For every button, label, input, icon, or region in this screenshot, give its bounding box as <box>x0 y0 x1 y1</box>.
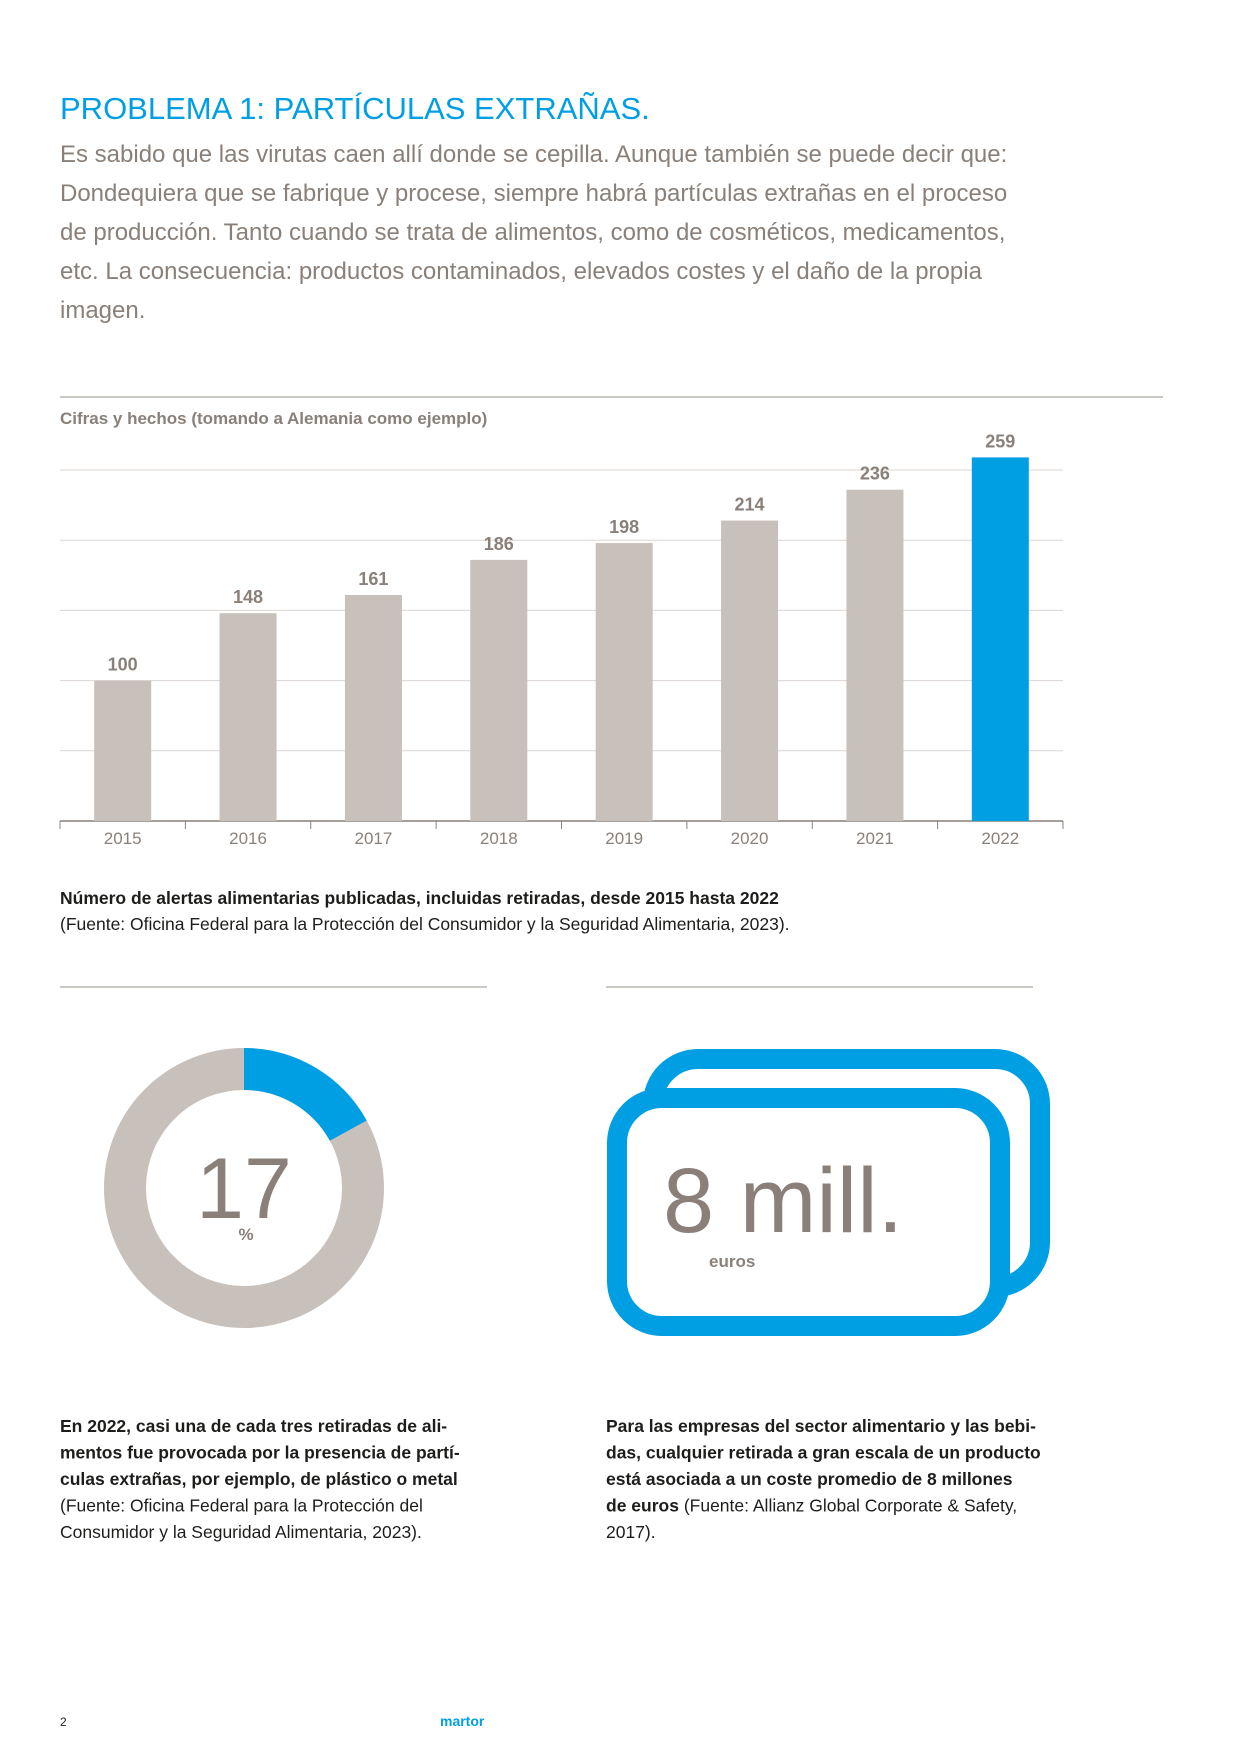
donut-segment <box>243 1048 367 1142</box>
caption-line: mentos fue provocada por la presencia de… <box>60 1443 460 1463</box>
x-tick-label: 2016 <box>229 829 267 848</box>
donut-value: 17 <box>196 1141 292 1237</box>
caption-normal: 2017). <box>606 1522 656 1542</box>
chart-title: Cifras y hechos (tomando a Alemania como… <box>60 409 487 428</box>
caption-line: 2017). <box>606 1522 656 1542</box>
x-tick-label: 2018 <box>480 829 518 848</box>
bar <box>470 559 528 821</box>
bar <box>344 594 402 821</box>
bar <box>219 613 277 821</box>
brand: martor <box>440 1713 485 1729</box>
x-tick-label: 2019 <box>605 829 643 848</box>
card-unit: euros <box>709 1252 755 1271</box>
caption-line: En 2022, casi una de cada tres retiradas… <box>60 1416 447 1436</box>
x-tick-label: 2015 <box>104 829 142 848</box>
bar <box>595 543 653 821</box>
caption-line: (Fuente: Oficina Federal para la Protecc… <box>60 1496 423 1516</box>
value-label: 100 <box>108 655 138 675</box>
intro-line: Es sabido que las virutas caen allí dond… <box>60 141 1007 168</box>
caption-bold: de euros <box>606 1496 679 1516</box>
x-tick-label: 2021 <box>856 829 894 848</box>
intro-line: Dondequiera que se fabrique y procese, s… <box>60 180 1007 207</box>
caption-line: das, cualquier retirada a gran escala de… <box>606 1443 1041 1463</box>
value-label: 186 <box>484 534 514 554</box>
bar <box>94 680 152 821</box>
caption-normal: (Fuente: Oficina Federal para la Protecc… <box>60 1496 423 1516</box>
bar <box>846 489 904 821</box>
intro-line: imagen. <box>60 297 145 324</box>
page-number: 2 <box>60 1715 67 1729</box>
x-tick-label: 2017 <box>355 829 393 848</box>
chart-caption: Número de alertas alimentarias publicada… <box>60 888 779 908</box>
title: PROBLEMA 1: PARTÍCULAS EXTRAÑAS. <box>60 91 650 126</box>
caption-line: de euros (Fuente: Allianz Global Corpora… <box>606 1496 1017 1516</box>
caption-bold: culas extrañas, por ejemplo, de plástico… <box>60 1469 458 1489</box>
caption-bold: das, cualquier retirada a gran escala de… <box>606 1443 1041 1463</box>
caption-line: Para las empresas del sector alimentario… <box>606 1416 1036 1436</box>
caption-line: Consumidor y la Seguridad Alimentaria, 2… <box>60 1522 422 1542</box>
value-label: 148 <box>233 587 263 607</box>
value-label: 236 <box>860 464 890 484</box>
caption-bold: Para las empresas del sector alimentario… <box>606 1416 1036 1436</box>
value-label: 259 <box>985 431 1015 451</box>
caption-bold: En 2022, casi una de cada tres retiradas… <box>60 1416 447 1436</box>
card-front <box>607 1088 1010 1336</box>
caption-bold: mentos fue provocada por la presencia de… <box>60 1443 460 1463</box>
value-label: 198 <box>609 517 639 537</box>
bar <box>721 520 779 821</box>
caption-bold: está asociada a un coste promedio de 8 m… <box>606 1469 1013 1489</box>
value-label: 161 <box>358 569 388 589</box>
caption-line: está asociada a un coste promedio de 8 m… <box>606 1469 1013 1489</box>
caption-normal: (Fuente: Allianz Global Corporate & Safe… <box>679 1496 1017 1516</box>
caption-normal: Consumidor y la Seguridad Alimentaria, 2… <box>60 1522 422 1542</box>
x-tick-label: 2022 <box>981 829 1019 848</box>
caption-line: culas extrañas, por ejemplo, de plástico… <box>60 1469 458 1489</box>
intro-line: de producción. Tanto cuando se trata de … <box>60 219 1005 246</box>
x-tick-label: 2020 <box>731 829 769 848</box>
chart-source: (Fuente: Oficina Federal para la Protecc… <box>60 914 790 934</box>
card-value: 8 mill. <box>663 1150 903 1252</box>
bar <box>971 457 1029 821</box>
intro-line: etc. La consecuencia: productos contamin… <box>60 258 983 285</box>
donut-unit: % <box>238 1225 253 1244</box>
value-label: 214 <box>735 495 765 515</box>
